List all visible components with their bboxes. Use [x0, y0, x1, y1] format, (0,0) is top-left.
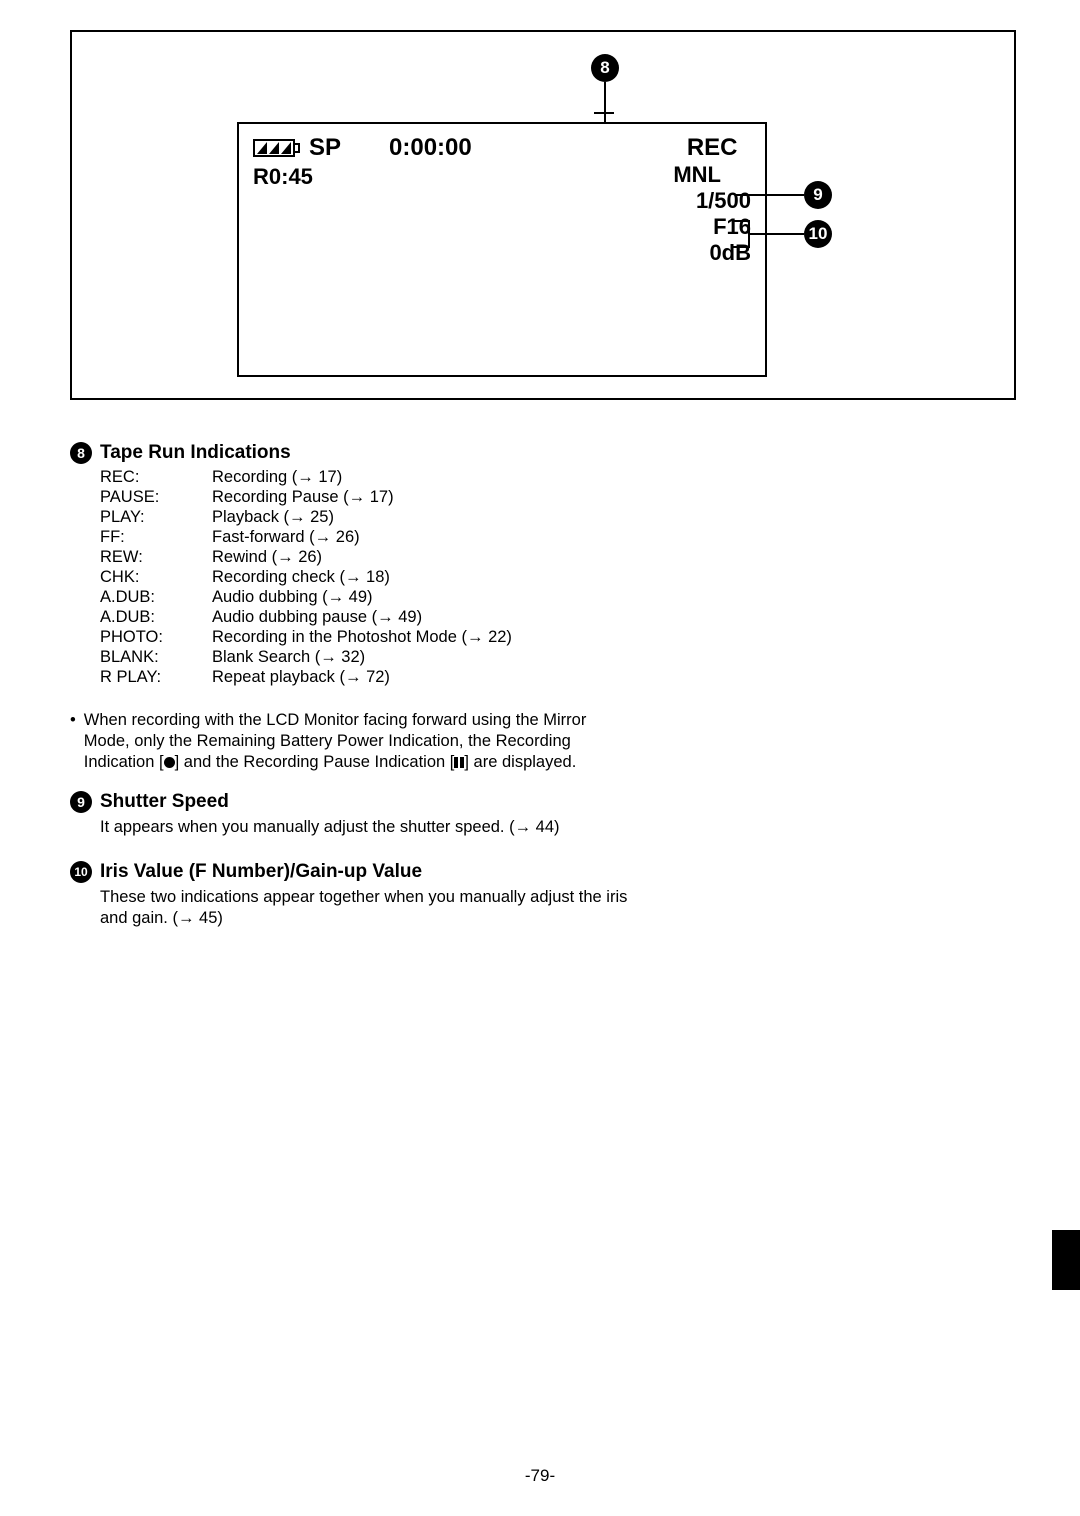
section-iris: 10 Iris Value (F Number)/Gain-up Value T… — [70, 861, 630, 930]
table-row: REW:Rewind (→ 26) — [100, 548, 512, 568]
callout-8: 8 — [591, 54, 619, 82]
table-row: A.DUB:Audio dubbing (→ 49) — [100, 588, 512, 608]
table-row: CHK:Recording check (→ 18) — [100, 568, 512, 588]
table-row: PLAY:Playback (→ 25) — [100, 508, 512, 528]
callout-bracket-10-bot — [732, 246, 748, 248]
vf-mnl: MNL — [673, 162, 721, 188]
mirror-mode-note: • When recording with the LCD Monitor fa… — [70, 710, 630, 773]
figure-frame: 8 SP — [70, 30, 1016, 400]
viewfinder-box: SP 0:00:00 R0:45 REC MNL 1/500 F16 0dB — [237, 122, 767, 377]
side-tab — [1052, 1230, 1080, 1290]
note-text: When recording with the LCD Monitor faci… — [84, 710, 630, 773]
table-row: PHOTO:Recording in the Photoshot Mode (→… — [100, 628, 512, 648]
vf-remaining: R0:45 — [253, 164, 472, 190]
pause-icon — [454, 757, 464, 768]
section-10-bullet: 10 — [70, 861, 92, 883]
callout-line-9 — [736, 194, 804, 196]
callout-line-10 — [750, 233, 804, 235]
callout-line-8 — [604, 82, 606, 124]
table-row: FF:Fast-forward (→ 26) — [100, 528, 512, 548]
page-number: -79- — [0, 1466, 1080, 1486]
table-row: A.DUB:Audio dubbing pause (→ 49) — [100, 608, 512, 628]
table-row: BLANK:Blank Search (→ 32) — [100, 648, 512, 668]
vf-gain: 0dB — [673, 240, 751, 266]
callout-9: 9 — [804, 181, 832, 209]
section-10-body: These two indications appear together wh… — [100, 887, 630, 930]
section-8-title: Tape Run Indications — [100, 442, 291, 464]
callout-tick-8 — [594, 112, 614, 114]
section-9-bullet: 9 — [70, 791, 92, 813]
callout-10-num: 10 — [809, 224, 828, 244]
callout-9-num: 9 — [813, 185, 822, 205]
section-10-title: Iris Value (F Number)/Gain-up Value — [100, 861, 422, 883]
vf-iris: F16 — [673, 214, 751, 240]
body-text: 8 Tape Run Indications REC:Recording (→ … — [70, 442, 630, 952]
vf-time: 0:00:00 — [389, 134, 472, 162]
tape-run-table: REC:Recording (→ 17) PAUSE:Recording Pau… — [100, 468, 512, 688]
section-9-body: It appears when you manually adjust the … — [100, 817, 630, 838]
vf-sp-label: SP — [309, 134, 341, 162]
callout-8-num: 8 — [600, 58, 609, 78]
table-row: REC:Recording (→ 17) — [100, 468, 512, 488]
table-row: PAUSE:Recording Pause (→ 17) — [100, 488, 512, 508]
bullet-dot: • — [70, 710, 76, 773]
battery-icon — [253, 138, 301, 158]
table-row: R PLAY:Repeat playback (→ 72) — [100, 668, 512, 688]
section-8-bullet: 8 — [70, 442, 92, 464]
section-tape-run: 8 Tape Run Indications REC:Recording (→ … — [70, 442, 630, 688]
vf-shutter: 1/500 — [673, 188, 751, 214]
callout-10: 10 — [804, 220, 832, 248]
section-9-title: Shutter Speed — [100, 791, 229, 813]
vf-rec: REC — [673, 134, 751, 162]
section-shutter: 9 Shutter Speed It appears when you manu… — [70, 791, 630, 838]
callout-bracket-10-top — [732, 220, 748, 222]
rec-dot-icon — [164, 757, 175, 768]
